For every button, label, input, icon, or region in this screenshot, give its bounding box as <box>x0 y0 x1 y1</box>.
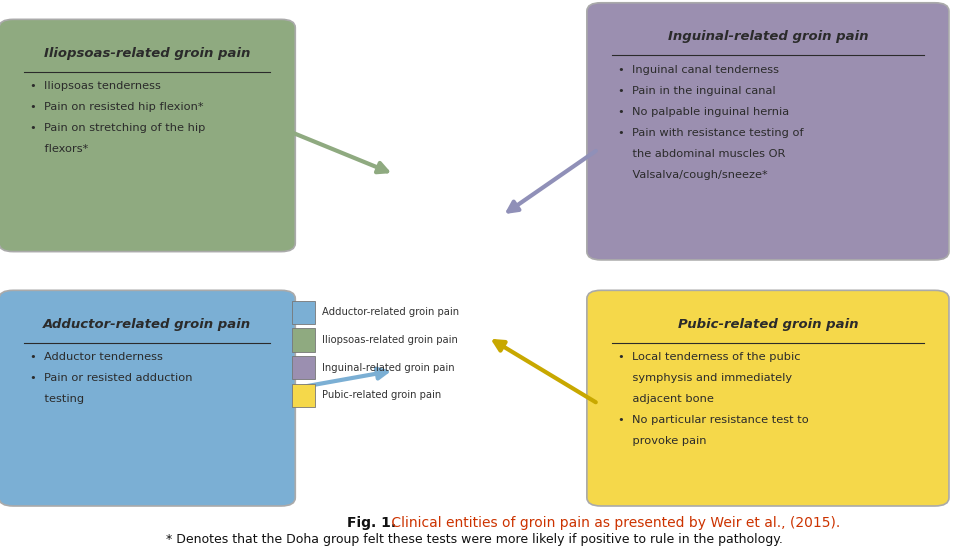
FancyBboxPatch shape <box>292 301 315 324</box>
FancyBboxPatch shape <box>0 290 295 506</box>
Text: * Denotes that the Doha group felt these tests were more likely if positive to r: * Denotes that the Doha group felt these… <box>166 533 783 546</box>
Text: •  Pain or resisted adduction: • Pain or resisted adduction <box>30 373 193 383</box>
Text: the abdominal muscles OR: the abdominal muscles OR <box>618 149 786 159</box>
Text: •  Local tenderness of the pubic: • Local tenderness of the pubic <box>618 352 800 362</box>
FancyBboxPatch shape <box>292 328 315 352</box>
Text: •  Pain with resistance testing of: • Pain with resistance testing of <box>618 128 804 138</box>
Text: •  Iliopsoas tenderness: • Iliopsoas tenderness <box>30 81 161 91</box>
Text: •  Pain in the inguinal canal: • Pain in the inguinal canal <box>618 86 776 96</box>
Text: symphysis and immediately: symphysis and immediately <box>618 373 792 383</box>
Text: •  Inguinal canal tenderness: • Inguinal canal tenderness <box>618 65 779 75</box>
Text: •  Adductor tenderness: • Adductor tenderness <box>30 352 163 362</box>
Text: •  No particular resistance test to: • No particular resistance test to <box>618 415 809 425</box>
FancyBboxPatch shape <box>292 356 315 379</box>
Text: Pubic-related groin pain: Pubic-related groin pain <box>322 390 441 400</box>
Text: Iliopsoas-related groin pain: Iliopsoas-related groin pain <box>322 335 458 345</box>
FancyBboxPatch shape <box>587 3 949 260</box>
Text: flexors*: flexors* <box>30 144 88 154</box>
Text: adjacent bone: adjacent bone <box>618 394 714 404</box>
FancyBboxPatch shape <box>0 19 295 252</box>
Text: •  Pain on stretching of the hip: • Pain on stretching of the hip <box>30 123 205 133</box>
Text: Iliopsoas-related groin pain: Iliopsoas-related groin pain <box>44 47 250 60</box>
Text: •  No palpable inguinal hernia: • No palpable inguinal hernia <box>618 107 789 117</box>
Text: •  Pain on resisted hip flexion*: • Pain on resisted hip flexion* <box>30 102 203 112</box>
Text: Fig. 1.: Fig. 1. <box>347 515 397 530</box>
Text: provoke pain: provoke pain <box>618 436 706 446</box>
Text: Adductor-related groin pain: Adductor-related groin pain <box>43 318 251 331</box>
Text: Pubic-related groin pain: Pubic-related groin pain <box>677 318 858 331</box>
Text: Inguinal-related groin pain: Inguinal-related groin pain <box>668 30 868 44</box>
Text: Inguinal-related groin pain: Inguinal-related groin pain <box>322 363 454 373</box>
Text: Adductor-related groin pain: Adductor-related groin pain <box>322 307 459 317</box>
Text: Clinical entities of groin pain as presented by Weir et al., (2015).: Clinical entities of groin pain as prese… <box>387 515 841 530</box>
FancyBboxPatch shape <box>587 290 949 506</box>
Text: testing: testing <box>30 394 84 404</box>
Text: Valsalva/cough/sneeze*: Valsalva/cough/sneeze* <box>618 170 767 180</box>
FancyBboxPatch shape <box>292 384 315 407</box>
